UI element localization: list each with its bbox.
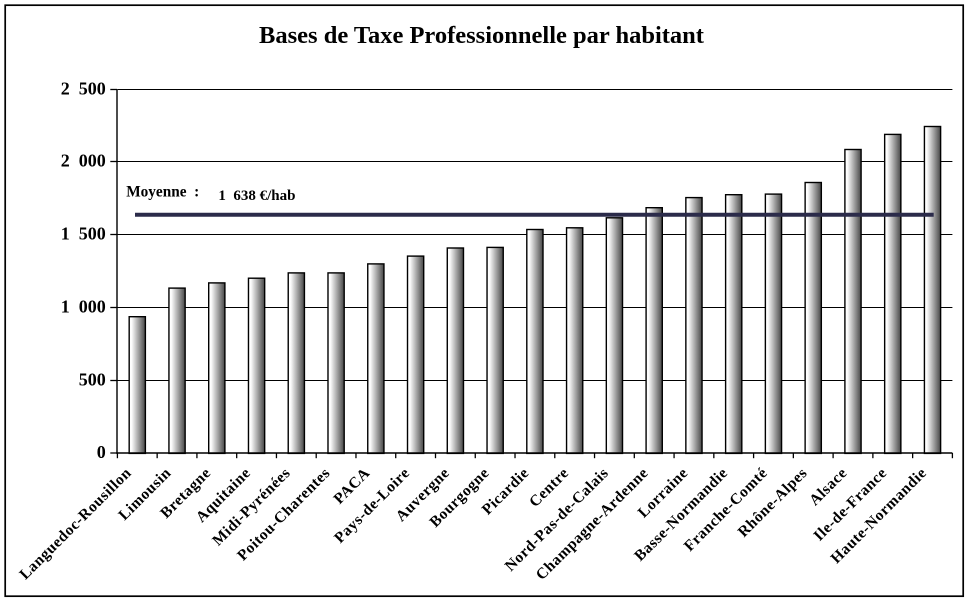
svg-text:500: 500: [79, 370, 106, 390]
svg-text:Moyenne :: Moyenne :: [126, 184, 199, 201]
svg-text:1 500: 1 500: [61, 224, 106, 244]
svg-text:0: 0: [97, 442, 106, 462]
svg-text:2 000: 2 000: [61, 151, 106, 171]
svg-text:1 000: 1 000: [61, 297, 106, 317]
svg-text:1 638 €/hab: 1 638 €/hab: [218, 188, 295, 204]
svg-text:2 500: 2 500: [61, 79, 106, 99]
svg-text:Bases de Taxe Professionnelle: Bases de Taxe Professionnelle par habita…: [259, 22, 705, 49]
